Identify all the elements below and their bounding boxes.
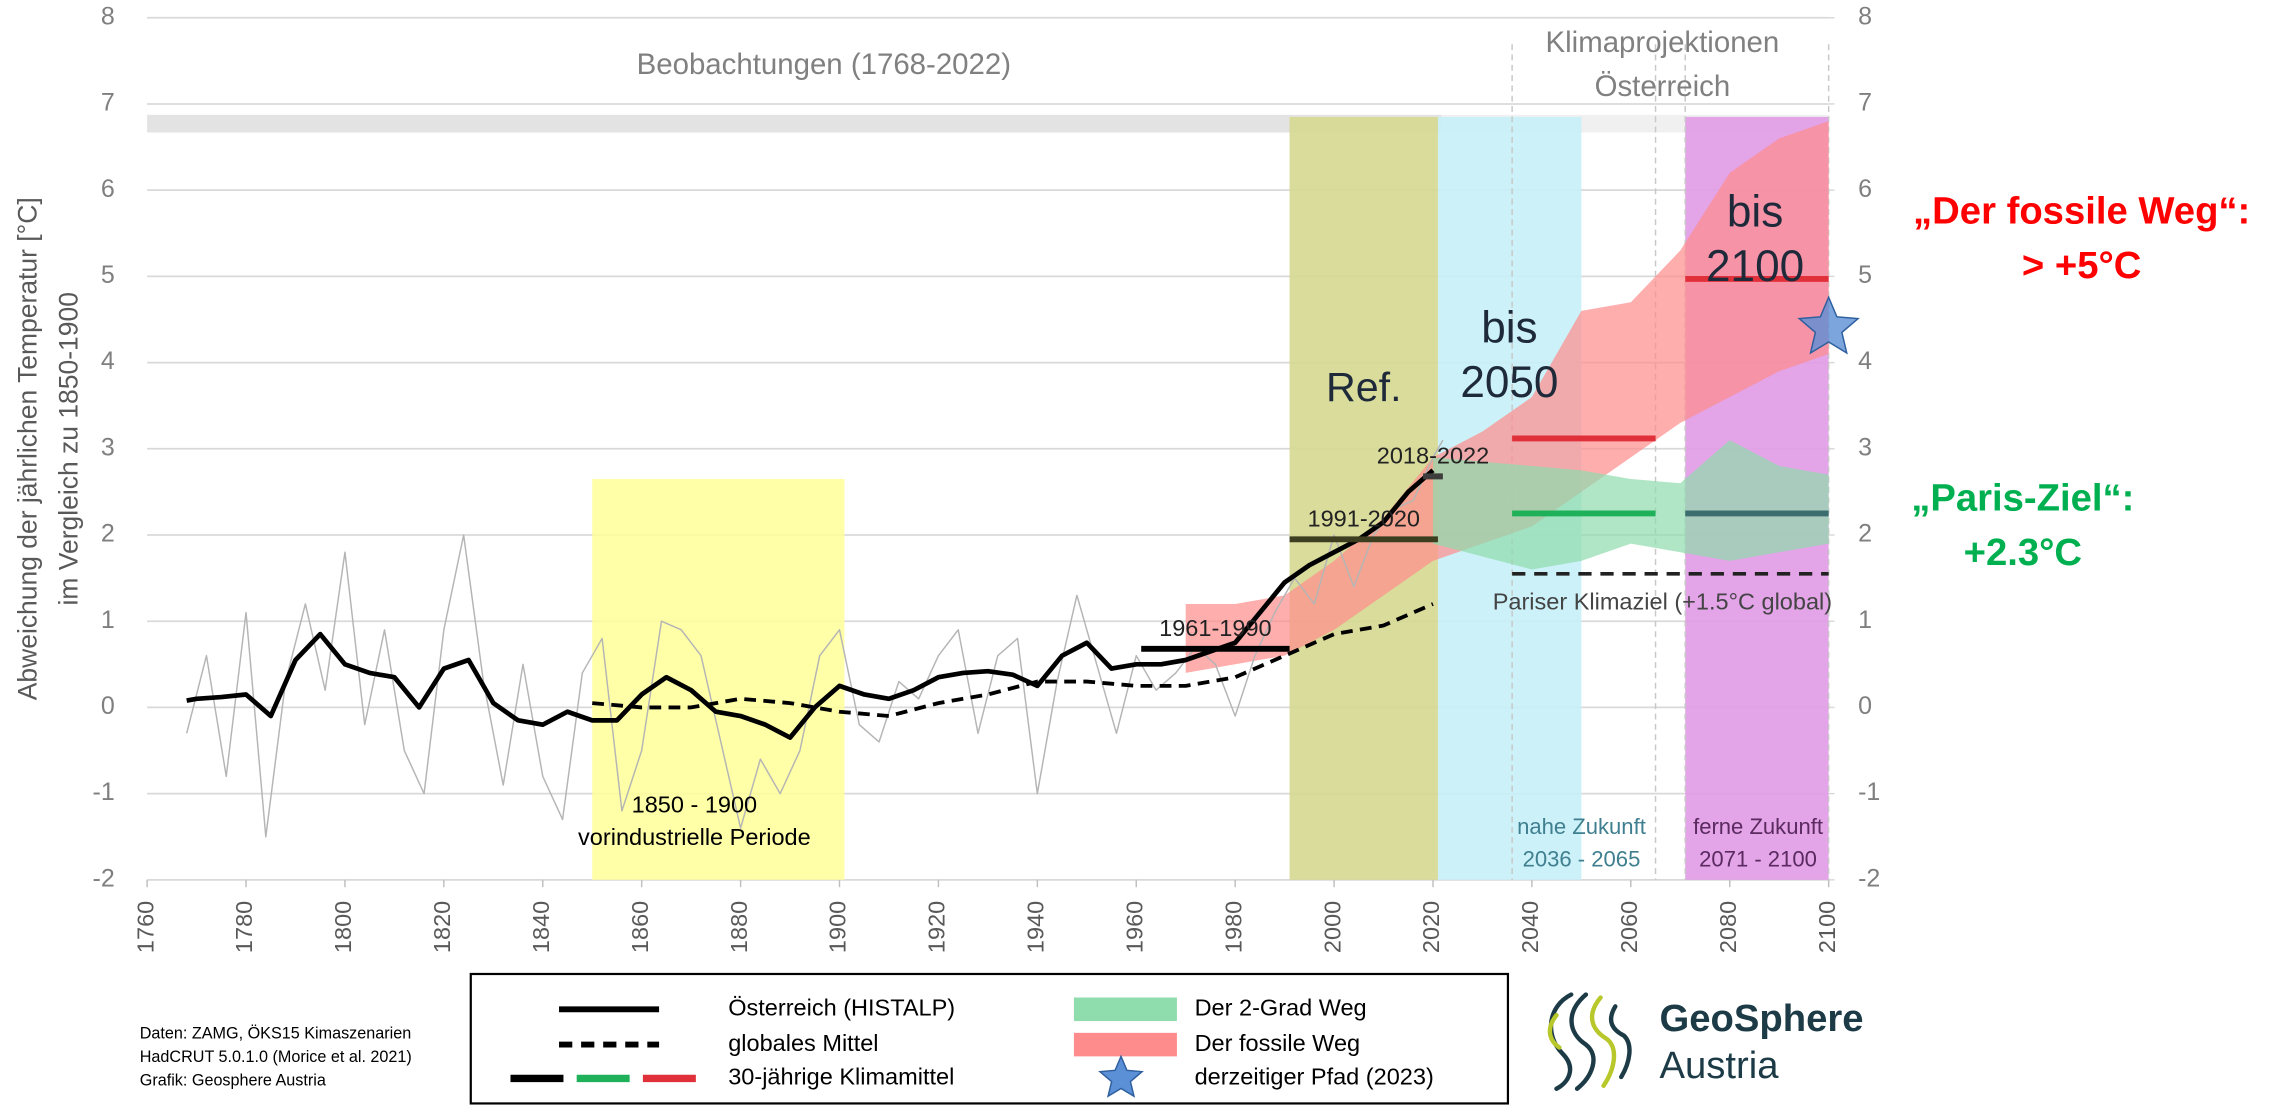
- x-tick-label: 1940: [1023, 901, 1049, 953]
- y-tick-label: 3: [101, 433, 115, 461]
- y-tick-label: -1: [93, 778, 115, 806]
- y-tick-label: 6: [101, 175, 115, 203]
- y2-tick-label: 7: [1858, 89, 1872, 117]
- y-axis-label: im Vergleich zu 1850-1900: [54, 292, 84, 605]
- annotation: „Der fossile Weg“:: [1913, 190, 2250, 233]
- scenario-band: [1432, 440, 1829, 570]
- y-tick-label: 7: [101, 89, 115, 117]
- projection-label: Österreich: [1595, 70, 1731, 103]
- future-label: nahe Zukunft: [1517, 814, 1646, 839]
- logo-icon: [1547, 992, 1632, 1091]
- x-tick-label: 1860: [627, 901, 653, 953]
- y2-tick-label: -1: [1858, 778, 1880, 806]
- observation-label: Beobachtungen (1768-2022): [637, 48, 1011, 81]
- period-label: vorindustrielle Periode: [578, 824, 811, 850]
- paris-target-label: Pariser Klimaziel (+1.5°C global): [1493, 588, 1832, 614]
- y2-tick-label: 3: [1858, 433, 1872, 461]
- legend-label: globales Mittel: [728, 1030, 878, 1056]
- x-tick-label: 2100: [1814, 901, 1840, 953]
- legend-label: Der 2-Grad Weg: [1195, 995, 1367, 1021]
- period-region: [592, 478, 845, 880]
- x-tick-label: 2040: [1517, 901, 1543, 953]
- x-tick-label: 1900: [825, 901, 851, 953]
- x-tick-label: 1800: [330, 901, 356, 953]
- period-label: bis: [1727, 188, 1783, 237]
- x-tick-label: 1780: [231, 901, 257, 953]
- current-path-star: [1797, 295, 1860, 355]
- x-tick-label: 1960: [1121, 901, 1147, 953]
- future-label: 2071 - 2100: [1699, 847, 1817, 872]
- legend-label: derzeitiger Pfad (2023): [1195, 1064, 1434, 1090]
- logo-text: GeoSphere: [1659, 997, 1863, 1040]
- period-label: 1850 - 1900: [632, 791, 758, 817]
- credit: Grafik: Geosphere Austria: [140, 1072, 326, 1090]
- period-label: bis: [1481, 304, 1537, 353]
- y2-tick-label: 6: [1858, 175, 1872, 203]
- x-tick-label: 2020: [1418, 901, 1444, 953]
- legend-label: Der fossile Weg: [1195, 1030, 1361, 1056]
- y2-tick-label: 4: [1858, 347, 1872, 375]
- y2-tick-label: 1: [1858, 606, 1872, 634]
- y-tick-label: 5: [101, 261, 115, 289]
- observation-band: [147, 114, 1442, 133]
- y-tick-label: 2: [101, 520, 115, 548]
- y2-tick-label: 8: [1858, 2, 1872, 30]
- x-tick-label: 1880: [726, 901, 752, 953]
- y-tick-label: -2: [93, 864, 115, 892]
- x-tick-label: 2060: [1616, 901, 1642, 953]
- y-tick-label: 1: [101, 606, 115, 634]
- y-tick-label: 4: [101, 347, 115, 375]
- x-tick-label: 1840: [528, 901, 554, 953]
- series-line: [592, 602, 1434, 718]
- future-label: ferne Zukunft: [1693, 814, 1823, 839]
- legend-star: [1098, 1054, 1144, 1098]
- y-tick-label: 0: [101, 692, 115, 720]
- credit: Daten: ZAMG, ÖKS15 Kimaszenarien: [140, 1025, 411, 1043]
- annotation: „Paris-Ziel“:: [1911, 476, 2134, 519]
- climate-mean-label: 2018-2022: [1377, 442, 1489, 468]
- x-tick-label: 2000: [1319, 901, 1345, 953]
- x-tick-label: 1920: [924, 901, 950, 953]
- annotation: > +5°C: [2022, 244, 2141, 287]
- y-axis-label: Abweichung der jährlichen Temperatur [°C…: [12, 197, 42, 700]
- logo-text: Austria: [1659, 1044, 1779, 1087]
- y2-tick-label: 2: [1858, 520, 1872, 548]
- y-tick-label: 8: [101, 2, 115, 30]
- period-label: Ref.: [1326, 364, 1402, 410]
- projection-label: Klimaprojektionen: [1546, 26, 1780, 59]
- y2-tick-label: 5: [1858, 261, 1872, 289]
- legend-swatch: [1073, 1032, 1177, 1057]
- future-label: 2036 - 2065: [1523, 847, 1641, 872]
- annual-line: [185, 439, 1444, 838]
- climate-mean-label: 1991-2020: [1308, 505, 1420, 531]
- legend-swatch: [1073, 997, 1177, 1022]
- legend-label: 30-jährige Klimamittel: [728, 1064, 954, 1090]
- period-label: 2050: [1460, 358, 1558, 407]
- period-label: 2100: [1706, 242, 1804, 291]
- x-tick-label: 2080: [1715, 901, 1741, 953]
- climate-mean-label: 1961-1990: [1159, 615, 1271, 641]
- y2-tick-label: -2: [1858, 864, 1880, 892]
- scenario-band: [1185, 121, 1829, 673]
- y2-tick-label: 0: [1858, 692, 1872, 720]
- legend-label: Österreich (HISTALP): [728, 995, 955, 1021]
- x-tick-label: 1760: [132, 901, 158, 953]
- credit: HadCRUT 5.0.1.0 (Morice et al. 2021): [140, 1048, 412, 1066]
- x-tick-label: 1820: [429, 901, 455, 953]
- x-tick-label: 1980: [1220, 901, 1246, 953]
- annotation: +2.3°C: [1964, 531, 2082, 574]
